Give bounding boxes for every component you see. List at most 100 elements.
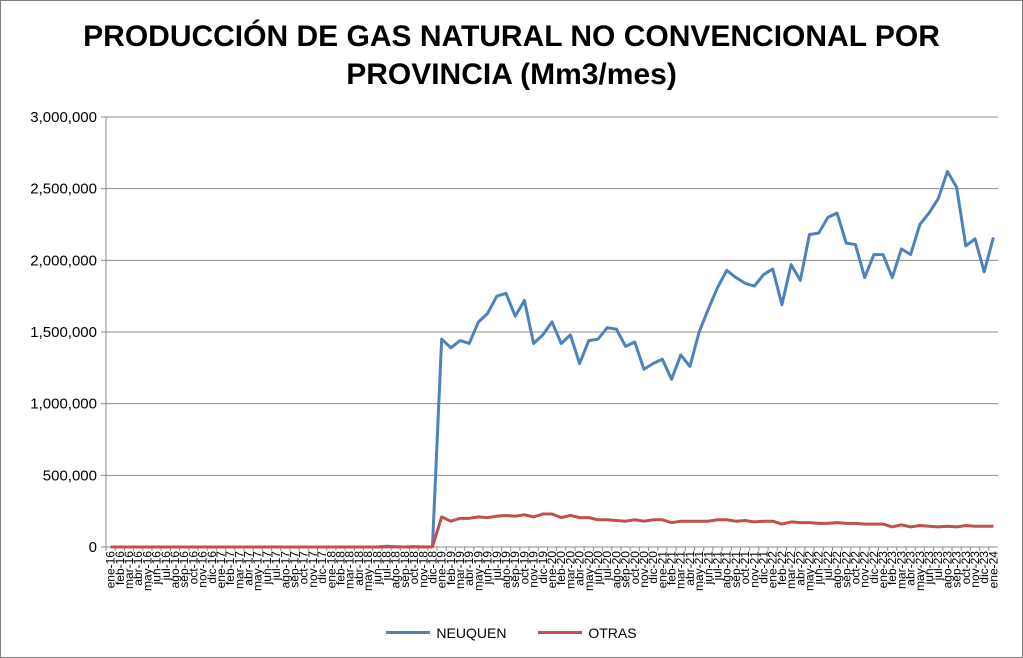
x-axis-ticks: ene-16feb-16mar-16abr-16may-16jun-16jul-…: [104, 547, 1000, 591]
x-tick-label: sep-23: [950, 551, 964, 588]
x-tick-label: ago-21: [720, 551, 734, 589]
x-tick-label: ago-16: [168, 551, 182, 589]
x-tick-label: nov-18: [416, 551, 430, 588]
x-tick-label: nov-20: [637, 551, 651, 588]
x-tick-label: ago-20: [609, 551, 623, 589]
x-tick-label: feb-21: [665, 551, 679, 585]
legend: NEUQUEN OTRAS: [0, 621, 1023, 641]
x-tick-label: feb-16: [113, 551, 127, 585]
x-tick-label: sep-21: [729, 551, 743, 588]
x-tick-label: may-23: [913, 551, 927, 591]
x-tick-label: dic-21: [757, 551, 771, 584]
x-tick-label: jul-18: [379, 551, 393, 582]
x-tick-label: oct-20: [628, 551, 642, 585]
x-tick-label: ago-22: [830, 551, 844, 589]
x-tick-label: sep-22: [839, 551, 853, 588]
x-tick-label: abr-23: [904, 551, 918, 586]
x-tick-label: nov-23: [968, 551, 982, 588]
x-tick-label: mar-22: [784, 551, 798, 589]
x-tick-label: feb-20: [554, 551, 568, 585]
x-tick-label: jul-20: [600, 551, 614, 582]
y-tick-label: 1,500,000: [30, 324, 97, 341]
x-tick-label: jul-19: [490, 551, 504, 582]
legend-label-otras: OTRAS: [588, 624, 637, 641]
x-tick-label: abr-18: [352, 551, 366, 586]
y-tick-label: 1,000,000: [30, 396, 97, 413]
x-tick-label: abr-21: [683, 551, 697, 586]
x-tick-label: may-22: [802, 551, 816, 591]
legend-swatch-otras: [538, 631, 583, 634]
x-tick-label: feb-17: [223, 551, 237, 585]
x-tick-label: jun-20: [591, 551, 605, 586]
x-tick-label: oct-21: [738, 551, 752, 585]
legend-item-neuquen: NEUQUEN: [386, 625, 506, 641]
x-tick-label: may-18: [361, 551, 375, 591]
x-tick-label: ene-17: [214, 551, 228, 589]
x-tick-label: jul-23: [931, 551, 945, 582]
chart-title-line-1: PRODUCCIÓN DE GAS NATURAL NO CONVENCIONA…: [83, 20, 940, 53]
x-tick-label: dic-17: [315, 551, 329, 584]
x-tick-label: dic-19: [536, 551, 550, 584]
x-tick-label: sep-20: [619, 551, 633, 588]
series-lines: [110, 169, 995, 549]
x-tick-label: mar-23: [894, 551, 908, 589]
x-tick-label: feb-23: [885, 551, 899, 585]
y-tick-label: 3,000,000: [30, 109, 97, 126]
x-tick-label: oct-17: [297, 551, 311, 585]
x-tick-label: may-17: [251, 551, 265, 591]
x-tick-label: ago-23: [940, 551, 954, 589]
x-tick-label: abr-20: [573, 551, 587, 586]
x-tick-label: jul-21: [711, 551, 725, 582]
chart-title-line-2: PROVINCIA (Mm3/mes): [346, 58, 677, 91]
x-tick-label: abr-22: [793, 551, 807, 586]
x-tick-label: nov-22: [858, 551, 872, 588]
x-tick-label: may-21: [692, 551, 706, 591]
x-tick-label: feb-19: [444, 551, 458, 585]
x-tick-label: jun-17: [260, 551, 274, 586]
series-line-neuquen: [110, 169, 995, 549]
x-tick-label: ene-24: [986, 551, 1000, 589]
x-tick-label: feb-22: [775, 551, 789, 585]
x-tick-label: nov-17: [306, 551, 320, 588]
x-tick-label: sep-19: [508, 551, 522, 588]
y-tick-label: 500,000: [43, 467, 97, 484]
x-tick-label: mar-21: [674, 551, 688, 589]
x-tick-label: dic-18: [425, 551, 439, 584]
x-tick-label: ene-16: [104, 551, 118, 589]
x-tick-label: ene-20: [545, 551, 559, 589]
x-tick-label: jun-16: [150, 551, 164, 586]
x-tick-label: jun-22: [812, 551, 826, 586]
x-tick-label: mar-20: [563, 551, 577, 589]
legend-label-neuquen: NEUQUEN: [436, 624, 507, 641]
chart-title: PRODUCCIÓN DE GAS NATURAL NO CONVENCIONA…: [0, 18, 1023, 94]
legend-swatch-neuquen: [386, 631, 431, 634]
x-tick-label: ago-17: [278, 551, 292, 589]
x-tick-label: may-16: [140, 551, 154, 591]
x-tick-label: sep-18: [398, 551, 412, 588]
y-tick-label: 2,000,000: [30, 252, 97, 269]
grid-lines: [106, 116, 998, 476]
x-tick-label: ene-21: [655, 551, 669, 589]
x-tick-label: abr-17: [242, 551, 256, 586]
x-tick-label: dic-20: [646, 551, 660, 584]
series-line-otras: [110, 512, 994, 549]
x-tick-label: ene-22: [766, 551, 780, 589]
x-tick-label: jun-18: [370, 551, 384, 586]
x-tick-label: ene-19: [435, 551, 449, 589]
x-tick-label: nov-21: [747, 551, 761, 588]
x-tick-label: sep-17: [288, 551, 302, 588]
y-axis-ticks: 0 500,000 1,000,000 1,500,000 2,000,000 2,500…: [30, 109, 106, 556]
x-tick-label: dic-22: [867, 551, 881, 584]
x-tick-label: oct-19: [517, 551, 531, 585]
x-tick-label: jun-23: [922, 551, 936, 586]
x-tick-label: mar-19: [453, 551, 467, 589]
x-tick-label: oct-23: [959, 551, 973, 585]
x-tick-label: oct-16: [186, 551, 200, 585]
x-tick-label: jun-21: [701, 551, 715, 586]
x-tick-label: jul-22: [821, 551, 835, 582]
x-tick-label: mar-18: [343, 551, 357, 589]
x-tick-label: dic-16: [205, 551, 219, 584]
x-tick-label: may-20: [582, 551, 596, 591]
x-tick-label: abr-16: [131, 551, 145, 586]
